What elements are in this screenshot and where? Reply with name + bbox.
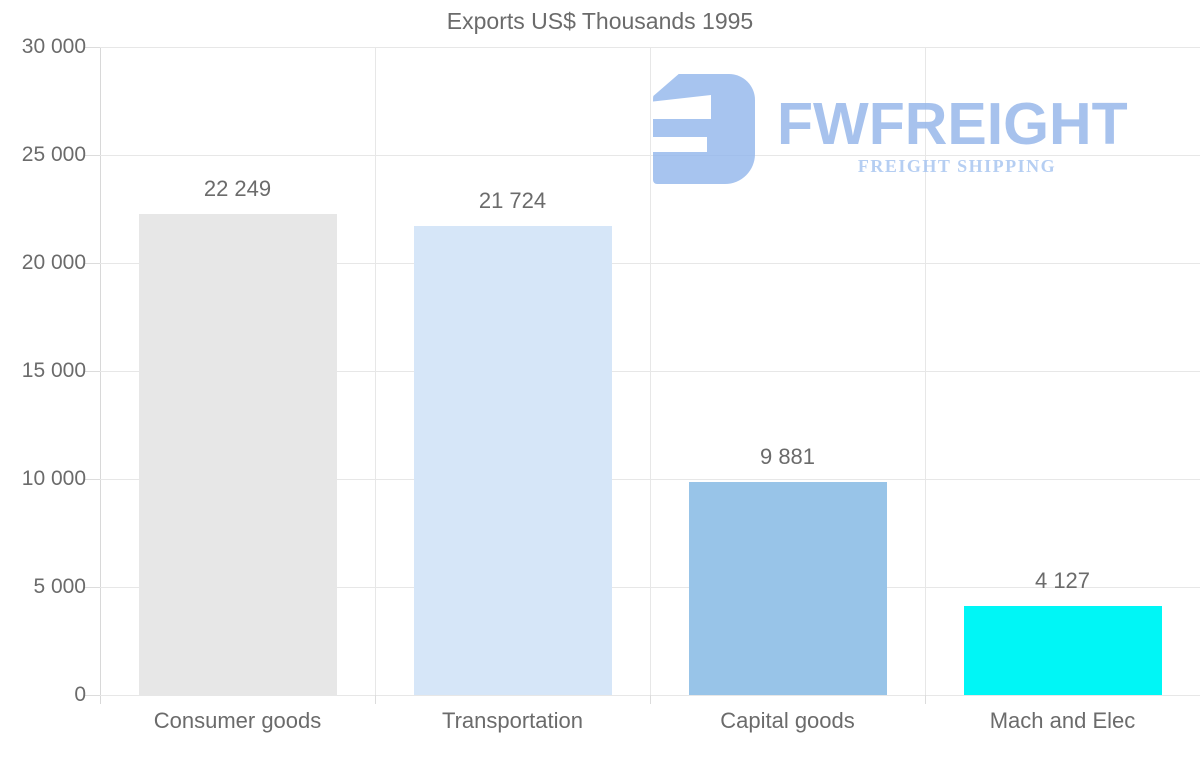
y-tick-label: 25 000 [21,143,86,166]
y-tick-label: 30 000 [21,35,86,58]
x-axis-tick [650,695,651,704]
logo-icon-notch [651,137,707,152]
category-label-consumer-goods: Consumer goods [153,708,322,733]
v-gridline [650,47,651,695]
x-axis-tick [925,695,926,704]
y-axis-tick [85,371,100,372]
y-tick-label: 20 000 [21,251,86,274]
v-gridline [925,47,926,695]
v-gridline [375,47,376,695]
bar-value-label: 9 881 [759,444,816,469]
logo-tagline: FREIGHT SHIPPING [857,156,1057,176]
y-axis-tick [85,479,100,480]
bar-capital-goods [689,482,887,695]
bar-value-label: 4 127 [1034,568,1091,593]
logo-text: FWFREIGHT FREIGHT SHIPPING [777,74,1137,177]
category-label-capital-goods: Capital goods [720,708,855,733]
y-axis-tick [85,695,100,696]
fwfreight-logo-icon [651,72,755,184]
y-tick-label: 0 [74,683,86,706]
bar-consumer-goods [139,214,337,695]
bar-transportation [414,226,612,695]
y-axis-tick [85,155,100,156]
y-tick-label: 5 000 [33,575,86,598]
category-label-transportation: Transportation [441,708,584,733]
bar-mach-and-elec [964,606,1162,695]
bar-value-label: 21 724 [478,188,547,213]
category-label-mach-and-elec: Mach and Elec [989,708,1136,733]
y-axis-tick [85,263,100,264]
logo-title: FWFREIGHT [777,91,1128,157]
brand-watermark: FWFREIGHT FREIGHT SHIPPING [651,72,1153,186]
plot-area: 22 249 21 724 9 881 4 127 [100,47,1200,696]
logo-icon-notch [651,95,711,119]
bar-value-label: 22 249 [203,176,272,201]
chart-title: Exports US$ Thousands 1995 [446,8,754,34]
y-axis-line [100,47,101,704]
y-tick-label: 10 000 [21,467,86,490]
y-tick-label: 15 000 [21,359,86,382]
x-axis-tick [375,695,376,704]
y-axis-tick [85,587,100,588]
y-axis-tick [85,47,100,48]
logo-icon-notch [651,72,681,98]
